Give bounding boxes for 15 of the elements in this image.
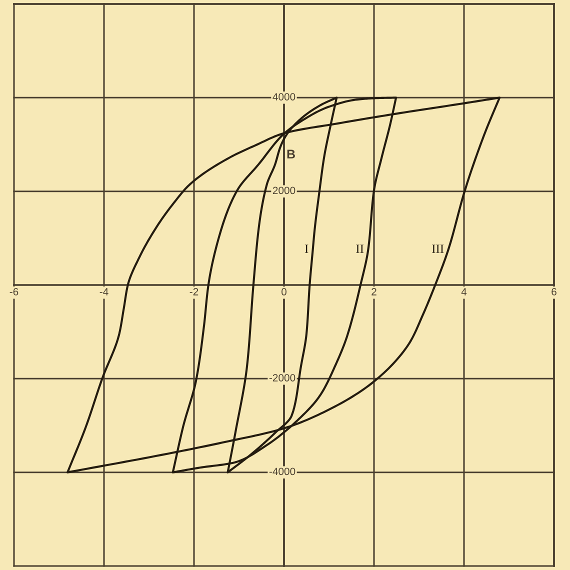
x-tick-label: 6 bbox=[552, 288, 556, 296]
y-tick-label: -2000 bbox=[269, 374, 296, 382]
y-tick-label: -4000 bbox=[269, 468, 296, 476]
x-tick-label: -6 bbox=[10, 288, 18, 296]
series-label: II bbox=[356, 244, 364, 253]
x-tick-label: 0 bbox=[282, 288, 286, 296]
series-label: III bbox=[432, 244, 444, 253]
x-tick-label: 2 bbox=[372, 288, 376, 296]
x-tick-label: -4 bbox=[100, 288, 108, 296]
x-tick-label: -2 bbox=[190, 288, 198, 296]
y-axis-title: B bbox=[287, 150, 295, 158]
y-tick-label: 2000 bbox=[272, 186, 296, 194]
x-tick-label: 4 bbox=[461, 288, 467, 296]
series-label: I bbox=[304, 244, 308, 253]
y-tick-label: 4000 bbox=[272, 93, 296, 100]
